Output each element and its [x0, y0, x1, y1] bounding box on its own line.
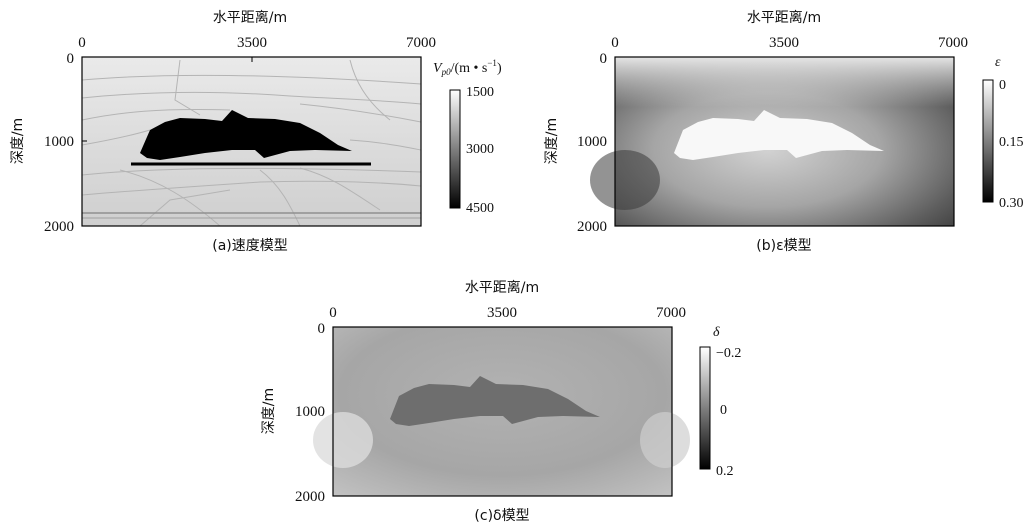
panel-b-salt-body	[674, 110, 884, 160]
panel-b-frame	[614, 56, 955, 227]
panel-c-x-tick: 3500	[487, 305, 517, 321]
panel-c-delta-model: 水平距离/m 0 3500 7000 0 1000 2000 深度/m (c)δ…	[261, 279, 741, 524]
panel-c-salt-body	[390, 376, 600, 426]
panel-a-y-tick: 2000	[44, 219, 74, 235]
panel-a-y-tick: 1000	[44, 134, 74, 150]
panel-b-y-axis-title: 深度/m	[544, 118, 560, 164]
panel-c-y-axis-title: 深度/m	[261, 388, 277, 434]
panel-b-colorbar-label: ε	[995, 55, 1001, 70]
panel-a-salt-body	[140, 110, 352, 160]
colorbar-tick: 0	[720, 403, 727, 418]
panel-c-x-axis-title: 水平距离/m	[465, 279, 539, 296]
colorbar-tick: 3000	[466, 142, 494, 157]
panel-c-colorbar: δ −0.2 0 0.2	[699, 325, 741, 479]
panel-c-frame	[332, 326, 673, 497]
panel-a-x-tick: 0	[78, 35, 86, 51]
panel-c-colorbar-label: δ	[713, 325, 720, 340]
panel-c-caption: (c)δ模型	[474, 508, 529, 524]
panel-b-x-tick: 3500	[769, 35, 799, 51]
panel-a-colorbar: Vp0/(m • s−1) 1500 3000 4500	[433, 58, 502, 216]
panel-b-x-tick: 0	[611, 35, 619, 51]
panel-a-velocity-model: 水平距离/m 0 3500 7000	[10, 9, 502, 254]
panel-c-y-tick: 0	[318, 321, 326, 337]
panel-a-x-tick: 3500	[237, 35, 267, 51]
colorbar-tick: 0	[999, 78, 1006, 93]
panel-b-caption: (b)ε模型	[756, 238, 811, 254]
colorbar-tick: −0.2	[716, 346, 741, 361]
panel-c-x-tick: 7000	[656, 305, 686, 321]
colorbar-tick: 4500	[466, 201, 494, 216]
panel-b-y-tick: 2000	[577, 219, 607, 235]
colorbar-tick: 0.2	[716, 464, 734, 479]
panel-b-colorbar: ε 0 0.15 0.30	[982, 55, 1024, 211]
panel-a-caption: (a)速度模型	[212, 238, 288, 254]
colorbar-tick: 0.30	[999, 196, 1024, 211]
panel-a-x-tick: 7000	[406, 35, 436, 51]
panel-c-x-tick: 0	[329, 305, 337, 321]
panel-b-plot	[590, 56, 955, 227]
panel-a-y-tick: 0	[67, 51, 75, 67]
panel-b-x-tick: 7000	[938, 35, 968, 51]
panel-b-x-axis-title: 水平距离/m	[747, 9, 821, 26]
panel-a-y-axis-title: 深度/m	[10, 118, 26, 164]
panel-a-colorbar-label: Vp0/(m • s−1)	[433, 58, 502, 77]
panel-a-layers	[81, 59, 422, 227]
panel-b-y-tick: 0	[600, 51, 608, 67]
panel-a-plot	[81, 56, 422, 227]
panel-c-plot	[313, 326, 690, 497]
panel-b-epsilon-model: 水平距离/m 0 3500 7000 0 1000 2000 深度/m (b)ε…	[544, 9, 1024, 254]
panel-b-y-tick: 1000	[577, 134, 607, 150]
colorbar-tick: 1500	[466, 85, 494, 100]
colorbar-tick: 0.15	[999, 135, 1024, 150]
panel-a-x-axis-title: 水平距离/m	[213, 9, 287, 26]
panel-c-y-tick: 2000	[295, 489, 325, 505]
panel-c-y-tick: 1000	[295, 404, 325, 420]
